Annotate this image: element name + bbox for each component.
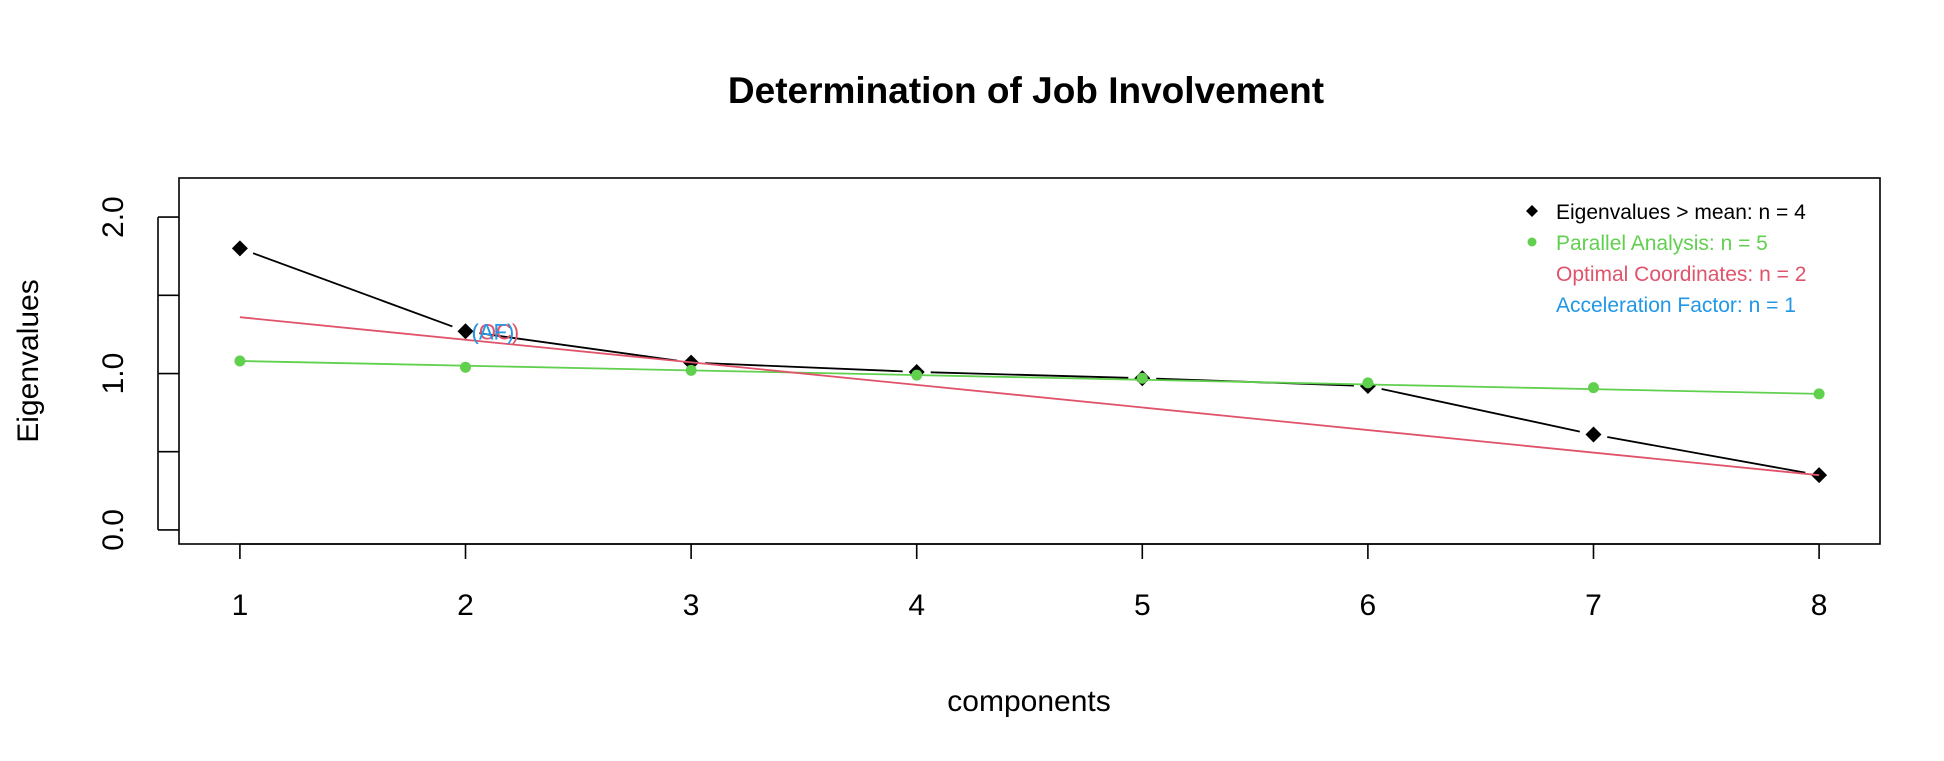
x-tick-label: 8 xyxy=(1811,589,1828,622)
legend: Eigenvalues > mean: n = 4 Parallel Analys… xyxy=(1526,201,1806,317)
series-eigen-point xyxy=(1585,426,1602,443)
legend-item: Acceleration Factor: n = 1 xyxy=(1556,294,1796,317)
legend-item: Parallel Analysis: n = 5 xyxy=(1527,232,1768,255)
series-parallel-point xyxy=(685,364,697,376)
series-eigen-segment xyxy=(1381,388,1580,433)
legend-item: Optimal Coordinates: n = 2 xyxy=(1556,263,1806,286)
series-optimal-line xyxy=(239,316,1820,477)
series-parallel-point xyxy=(1136,372,1148,384)
series-parallel-point xyxy=(1813,388,1825,400)
y-axis-label: Eigenvalues xyxy=(12,279,45,442)
x-tick-label: 3 xyxy=(683,589,700,622)
annotation-label: (AF) xyxy=(472,319,515,344)
y-tick-label: 0.0 xyxy=(97,509,130,551)
x-axis: 1 2 3 4 5 6 7 8 xyxy=(232,543,1828,622)
series-eigen-segment xyxy=(705,362,903,373)
y-axis: 0.0 1.0 2.0 xyxy=(97,196,179,551)
series-parallel xyxy=(234,355,1825,400)
series-eigen-segment xyxy=(479,332,678,362)
series-layer xyxy=(231,240,1828,484)
series-parallel-point xyxy=(234,355,246,367)
legend-label: Acceleration Factor: n = 1 xyxy=(1556,294,1796,317)
series-eigen-segment xyxy=(930,371,1129,379)
x-tick-label: 6 xyxy=(1360,589,1377,622)
x-axis-label: components xyxy=(947,685,1110,718)
legend-label: Optimal Coordinates: n = 2 xyxy=(1556,263,1806,286)
y-tick-label: 1.0 xyxy=(97,353,130,395)
annotation-label: (OC) xyxy=(472,319,520,344)
legend-item: Eigenvalues > mean: n = 4 xyxy=(1526,201,1806,224)
x-tick-label: 5 xyxy=(1134,589,1151,622)
legend-label: Eigenvalues > mean: n = 4 xyxy=(1556,201,1806,224)
y-tick-label: 2.0 xyxy=(97,196,130,238)
legend-marker xyxy=(1527,237,1537,247)
legend-label: Parallel Analysis: n = 5 xyxy=(1556,232,1768,255)
legend-marker xyxy=(1526,205,1538,217)
series-optimal xyxy=(239,316,1820,477)
x-tick-label: 1 xyxy=(232,589,249,622)
series-parallel-line xyxy=(239,360,1820,395)
series-eigen-segment xyxy=(252,252,453,328)
chart-title: Determination of Job Involvement xyxy=(728,70,1324,111)
x-tick-label: 4 xyxy=(908,589,925,622)
x-tick-label: 7 xyxy=(1585,589,1602,622)
series-parallel-point xyxy=(460,361,472,373)
series-parallel-point xyxy=(911,369,923,381)
series-eigen xyxy=(231,240,1828,484)
x-tick-label: 2 xyxy=(457,589,474,622)
series-eigen-point xyxy=(457,323,474,340)
series-eigen-segment xyxy=(1607,436,1806,474)
series-parallel-point xyxy=(1362,377,1374,389)
annotation-layer: (OC)(AF) xyxy=(472,319,520,344)
series-parallel-point xyxy=(1587,382,1599,394)
series-eigen-point xyxy=(231,240,248,257)
